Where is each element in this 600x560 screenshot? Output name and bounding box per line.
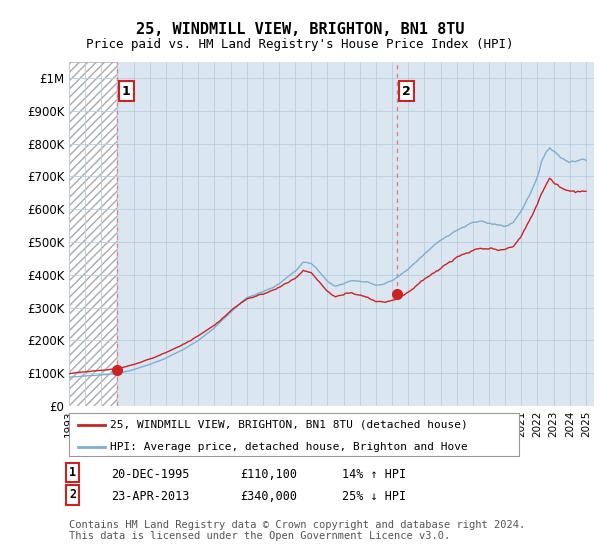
Text: 23-APR-2013: 23-APR-2013 xyxy=(111,490,190,503)
Text: £110,100: £110,100 xyxy=(240,468,297,480)
Text: Price paid vs. HM Land Registry's House Price Index (HPI): Price paid vs. HM Land Registry's House … xyxy=(86,38,514,51)
Text: 1: 1 xyxy=(69,466,76,479)
Text: 2: 2 xyxy=(69,488,76,501)
Bar xyxy=(69,62,117,406)
Text: 1: 1 xyxy=(122,85,131,97)
Text: 2: 2 xyxy=(402,85,410,97)
Text: £340,000: £340,000 xyxy=(240,490,297,503)
Text: 14% ↑ HPI: 14% ↑ HPI xyxy=(342,468,406,480)
Text: 25, WINDMILL VIEW, BRIGHTON, BN1 8TU: 25, WINDMILL VIEW, BRIGHTON, BN1 8TU xyxy=(136,22,464,38)
Text: 20-DEC-1995: 20-DEC-1995 xyxy=(111,468,190,480)
Text: Contains HM Land Registry data © Crown copyright and database right 2024.
This d: Contains HM Land Registry data © Crown c… xyxy=(69,520,525,542)
Text: HPI: Average price, detached house, Brighton and Hove: HPI: Average price, detached house, Brig… xyxy=(110,442,467,452)
Text: 25% ↓ HPI: 25% ↓ HPI xyxy=(342,490,406,503)
Text: 25, WINDMILL VIEW, BRIGHTON, BN1 8TU (detached house): 25, WINDMILL VIEW, BRIGHTON, BN1 8TU (de… xyxy=(110,419,467,430)
